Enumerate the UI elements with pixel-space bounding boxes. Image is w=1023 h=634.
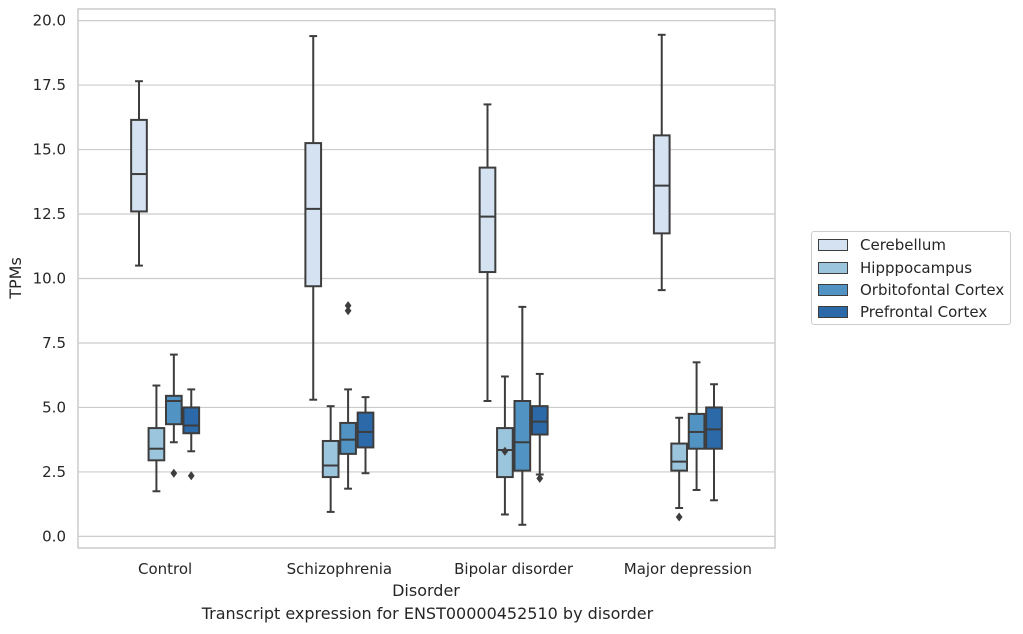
plot-frame bbox=[77, 8, 776, 549]
x-axis-title: Disorder bbox=[392, 581, 460, 600]
box-group bbox=[182, 388, 201, 481]
legend-label-hippocampus: Hipppocampus bbox=[860, 259, 973, 277]
x-tick-labels: Control Schizophrenia Bipolar disorder Majo… bbox=[138, 560, 752, 578]
box-group bbox=[530, 372, 549, 483]
y-tick-label: 2.5 bbox=[42, 463, 66, 481]
outlier-point bbox=[344, 306, 352, 316]
box bbox=[652, 134, 671, 235]
box bbox=[513, 400, 532, 472]
box bbox=[478, 166, 497, 274]
y-tick-label: 15.0 bbox=[33, 141, 66, 159]
box bbox=[530, 405, 549, 436]
box-group bbox=[339, 301, 357, 490]
box bbox=[705, 406, 723, 450]
y-axis-title: TPMs bbox=[6, 257, 25, 300]
legend-item-prefrontal: Prefrontal Cortex bbox=[818, 302, 987, 322]
box-group bbox=[652, 33, 671, 292]
box bbox=[130, 118, 148, 213]
y-tick-label: 17.5 bbox=[33, 76, 66, 94]
y-tick-label: 5.0 bbox=[42, 398, 66, 416]
box-group bbox=[164, 353, 183, 478]
y-tick-label: 0.0 bbox=[42, 527, 66, 545]
y-tick-label: 20.0 bbox=[33, 12, 66, 30]
box bbox=[356, 411, 375, 449]
legend-label-prefrontal: Prefrontal Cortex bbox=[860, 303, 988, 321]
y-tick-labels: 0.0 2.5 5.0 7.5 10.0 12.5 15.0 17.5 20.0 bbox=[33, 12, 66, 546]
box-groups bbox=[130, 33, 723, 526]
outlier-point bbox=[170, 468, 178, 478]
box-group bbox=[496, 375, 514, 516]
x-tick-label: Control bbox=[138, 560, 192, 578]
outlier-point bbox=[187, 471, 195, 481]
box-group bbox=[147, 384, 166, 493]
outlier-point bbox=[501, 446, 509, 456]
box-group bbox=[130, 80, 148, 267]
box-group bbox=[670, 416, 689, 522]
chart-caption: Transcript expression for ENST0000045251… bbox=[201, 604, 654, 623]
legend-swatch-cerebellum bbox=[818, 239, 848, 251]
box bbox=[164, 394, 183, 426]
legend-item-orbitofrontal: Orbitofontal Cortex bbox=[818, 280, 1004, 300]
outlier-point bbox=[344, 301, 352, 311]
box-group bbox=[687, 361, 706, 491]
box-group bbox=[478, 103, 497, 402]
y-tick-label: 7.5 bbox=[42, 334, 66, 352]
outlier-point bbox=[536, 473, 544, 483]
box bbox=[339, 421, 357, 455]
legend-swatch-prefrontal bbox=[818, 306, 848, 318]
legend-label-cerebellum: Cerebellum bbox=[860, 236, 946, 254]
x-tick-label: Major depression bbox=[624, 560, 752, 578]
box-group bbox=[513, 305, 532, 526]
box bbox=[670, 442, 689, 472]
outlier-point bbox=[675, 512, 683, 522]
box-group bbox=[705, 383, 723, 502]
y-tick-label: 12.5 bbox=[33, 205, 66, 223]
legend-item-hippocampus: Hipppocampus bbox=[818, 258, 972, 278]
box-group bbox=[304, 35, 323, 401]
x-tick-label: Bipolar disorder bbox=[454, 560, 574, 578]
box bbox=[321, 439, 340, 479]
legend-swatch-orbitofrontal bbox=[818, 284, 848, 296]
x-tick-label: Schizophrenia bbox=[287, 560, 392, 578]
box bbox=[147, 427, 166, 462]
box bbox=[304, 142, 323, 288]
box-group bbox=[356, 396, 375, 475]
legend-swatch-hippocampus bbox=[818, 262, 848, 274]
legend-label-orbitofrontal: Orbitofontal Cortex bbox=[860, 281, 1005, 299]
legend-item-cerebellum: Cerebellum bbox=[818, 235, 946, 255]
box bbox=[182, 406, 201, 435]
box-group bbox=[321, 405, 340, 513]
legend: Cerebellum Hipppocampus Orbitofontal Cor… bbox=[811, 231, 1011, 325]
y-tick-label: 10.0 bbox=[33, 270, 66, 288]
